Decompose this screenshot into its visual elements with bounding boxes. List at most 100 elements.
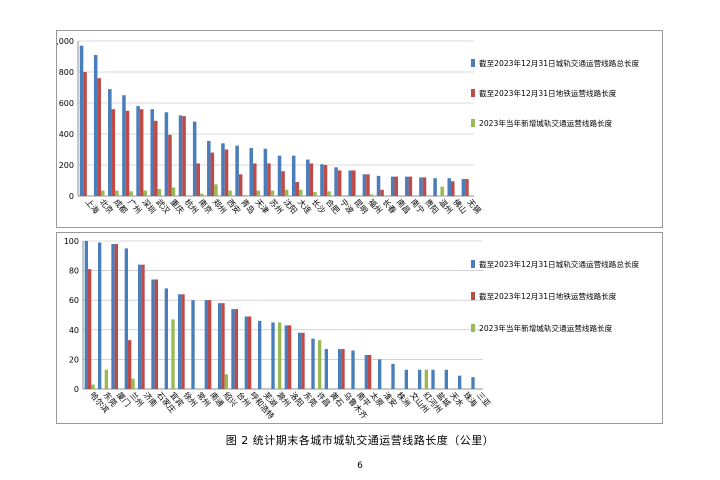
bar <box>404 369 408 389</box>
bar <box>378 359 382 389</box>
legend-label: 2023年当年新增城轨交通运营线路长度 <box>479 118 613 128</box>
bar <box>431 369 435 389</box>
bar <box>235 145 239 196</box>
y-tick-label: 80 <box>69 267 79 276</box>
bar <box>422 177 427 196</box>
bar <box>295 182 299 196</box>
category-label: 株洲 <box>395 390 413 409</box>
bar <box>267 163 271 196</box>
category-label: 贵阳 <box>423 197 441 216</box>
category-label: 青岛 <box>239 197 257 216</box>
category-label: 温州 <box>437 198 454 216</box>
legend-swatch <box>471 292 475 300</box>
category-label: 南昌 <box>395 197 413 216</box>
bar <box>111 243 115 389</box>
bar <box>221 143 225 196</box>
bar <box>278 322 282 389</box>
category-label: 合肥 <box>324 197 342 216</box>
bar <box>284 325 288 389</box>
category-label: 西安 <box>225 197 243 216</box>
y-tick-label: 400 <box>59 130 74 139</box>
figure-caption: 图 2 统计期末各城市城轨交通运营线路长度（公里） <box>225 434 495 447</box>
bar <box>313 192 317 196</box>
bar <box>433 178 437 196</box>
bar <box>368 354 372 389</box>
bar <box>327 191 331 196</box>
bar <box>341 349 345 389</box>
category-label: 上海 <box>84 197 102 216</box>
bar <box>408 176 413 196</box>
chart-panel-bottom: 0 20 40 60 80 100 哈尔滨 东莞 厦门 兰州 济南 石家庄 宜宾 徐州 常州 南通 绍兴 台州 呼和… <box>56 232 663 424</box>
bar <box>391 363 395 389</box>
bar <box>210 152 215 196</box>
category-label: 广州 <box>126 197 144 216</box>
category-label: 南通 <box>208 390 226 409</box>
category-label: 天津 <box>253 197 271 216</box>
bar <box>444 369 448 389</box>
bar <box>199 193 204 196</box>
bar <box>104 369 108 389</box>
category-label: 宁波 <box>338 197 356 216</box>
bar <box>351 350 355 389</box>
bar <box>338 349 342 389</box>
category-label: 杭州 <box>183 197 201 216</box>
category-label: 郑州 <box>211 197 229 216</box>
y-tick-label: 1,000 <box>57 37 74 46</box>
bar <box>136 106 140 196</box>
bar <box>97 78 101 196</box>
bar <box>111 109 116 196</box>
bar <box>277 155 282 196</box>
y-tick-label: 40 <box>69 326 79 335</box>
bar <box>131 378 135 389</box>
bar <box>129 191 133 196</box>
bar <box>178 294 182 389</box>
category-label: 徐州 <box>181 390 199 409</box>
bar <box>249 147 254 196</box>
bar <box>451 181 455 196</box>
chart-bottom-svg: 020406080100哈尔滨东莞厦门兰州济南石家庄宜宾徐州常州南通绍兴台州呼和… <box>64 237 640 421</box>
category-label: 滁州 <box>275 390 293 409</box>
bar <box>164 112 169 196</box>
legend-label: 截至2023年12月31日城轨交通运营线路总长度 <box>479 58 640 68</box>
bar <box>128 340 132 389</box>
bar <box>380 189 384 196</box>
bar <box>181 294 185 389</box>
bar <box>171 319 175 389</box>
bar <box>447 178 452 196</box>
y-tick-label: 800 <box>59 68 74 77</box>
category-label: 厦门 <box>115 390 133 409</box>
bar <box>231 309 235 389</box>
category-label: 黄石 <box>328 390 346 409</box>
category-label: 重庆 <box>168 197 186 216</box>
bar <box>171 187 176 196</box>
category-label: 沈阳 <box>282 197 300 216</box>
bar <box>139 109 144 196</box>
bar <box>88 269 92 389</box>
bar <box>221 303 225 389</box>
category-label: 南宁 <box>409 197 427 216</box>
bar <box>164 288 168 389</box>
bar <box>288 325 292 389</box>
category-label: 济南 <box>141 390 159 409</box>
category-label: 无锡 <box>465 198 482 216</box>
category-label: 许昌 <box>315 390 333 409</box>
legend-swatch <box>471 89 475 97</box>
y-tick-label: 100 <box>64 237 79 246</box>
bar <box>258 320 262 389</box>
bar <box>79 45 84 197</box>
bar <box>91 384 95 389</box>
category-label: 洛阳 <box>288 390 306 409</box>
bar <box>461 178 466 196</box>
bar <box>98 242 102 389</box>
legend-swatch <box>471 119 475 127</box>
bar <box>471 377 475 389</box>
bar <box>138 264 142 389</box>
bar <box>122 95 126 196</box>
bar <box>234 309 238 389</box>
category-label: 长沙 <box>310 197 328 216</box>
bar <box>143 190 147 196</box>
y-tick-label: 20 <box>69 355 79 364</box>
category-label: 常州 <box>195 391 212 409</box>
bar <box>192 121 197 196</box>
bar <box>362 174 367 196</box>
